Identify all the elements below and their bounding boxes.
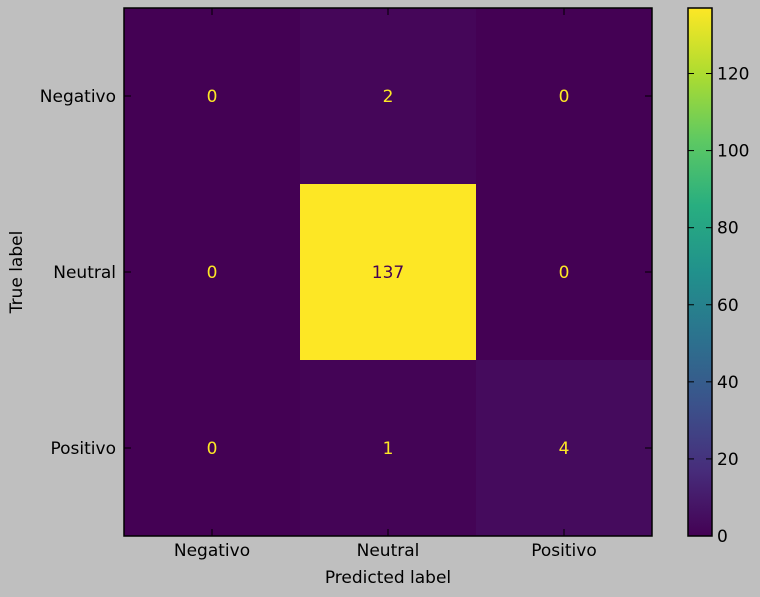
colorbar-ticks: 0 20 40 60 80 100 120 [688,65,749,547]
cell-value-label: 0 [207,439,218,459]
colorbar-tick-label: 80 [717,219,739,239]
heatmap-cell-r1-c0 [124,184,300,360]
y-tick-label: Neutral [53,263,116,283]
heatmap-cell-r0-c0 [124,8,300,184]
heatmap-cell-r2-c0 [124,360,300,536]
heatmap-cell-r1-c2 [476,184,652,360]
heatmap-cell-r2-c2 [476,360,652,536]
x-tick-label: Neutral [357,541,420,561]
colorbar-tick-label: 120 [717,65,749,85]
cell-value-label: 0 [559,87,570,107]
cell-value-label: 0 [207,263,218,283]
x-tick-label: Positivo [531,541,596,561]
heatmap-cell-r0-c2 [476,8,652,184]
cell-value-label: 4 [559,439,570,459]
y-tick-label: Negativo [40,87,116,107]
y-axis-label: True label [7,231,27,315]
y-axis-ticks: Negativo Neutral Positivo [40,87,652,459]
colorbar-tick-label: 20 [717,450,739,470]
heatmap-cell-r1-c1 [300,184,476,360]
colorbar-tick-label: 40 [717,373,739,393]
cell-value-label: 0 [559,263,570,283]
cell-value-label: 2 [383,87,394,107]
heatmap-plot-area: 0 2 0 0 137 0 0 1 4 [124,8,652,536]
colorbar-tick-label: 100 [717,142,749,162]
y-tick-label: Positivo [51,439,116,459]
colorbar: 0 20 40 60 80 100 120 [687,7,749,547]
colorbar-tick-label: 60 [717,296,739,316]
x-axis-ticks: Negativo Neutral Positivo [174,8,597,561]
heatmap-cell-r0-c1 [300,8,476,184]
cell-value-label: 0 [207,87,218,107]
colorbar-tick-label: 0 [717,527,728,547]
x-tick-label: Negativo [174,541,250,561]
colorbar-gradient [687,7,713,537]
heatmap-cell-r2-c1 [300,360,476,536]
cell-value-label: 137 [372,263,404,283]
x-axis-label: Predicted label [325,568,451,588]
cell-value-label: 1 [383,439,394,459]
